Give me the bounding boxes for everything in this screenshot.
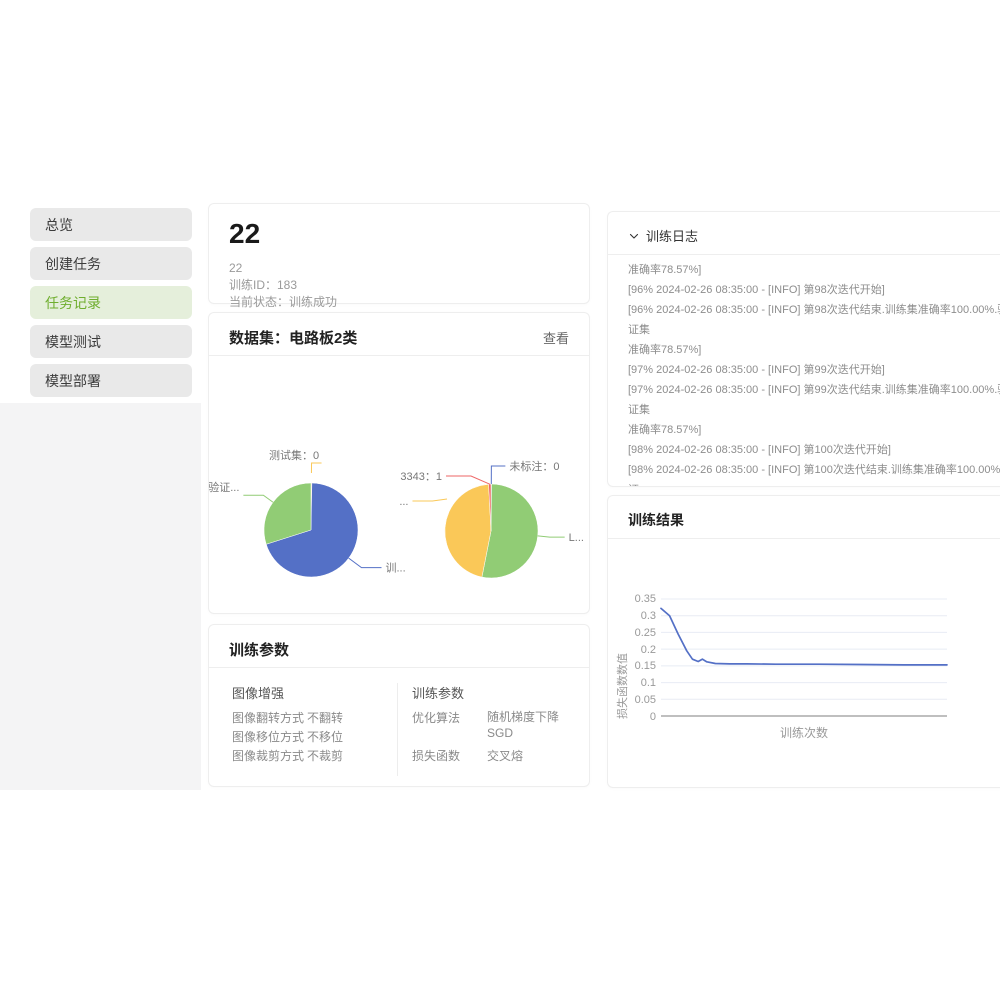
svg-text:0.25: 0.25 xyxy=(635,627,656,639)
svg-text:未标注：0: 未标注：0 xyxy=(509,459,559,473)
svg-text:...: ... xyxy=(399,496,408,508)
svg-text:L...: L... xyxy=(569,532,584,544)
svg-text:0: 0 xyxy=(650,711,656,723)
svg-text:0.3: 0.3 xyxy=(641,610,656,622)
svg-text:0.35: 0.35 xyxy=(635,593,656,605)
svg-text:0.05: 0.05 xyxy=(635,694,656,706)
svg-text:验证...: 验证... xyxy=(209,480,239,494)
svg-text:训...: 训... xyxy=(386,562,406,575)
svg-text:0.2: 0.2 xyxy=(641,644,656,656)
svg-text:0.1: 0.1 xyxy=(641,677,656,689)
svg-text:损失函数数值: 损失函数数值 xyxy=(615,653,629,719)
svg-text:训练次数: 训练次数 xyxy=(780,725,828,740)
svg-text:测试集：0: 测试集：0 xyxy=(269,448,319,462)
svg-text:0.15: 0.15 xyxy=(635,660,656,672)
svg-text:3343：1: 3343：1 xyxy=(400,471,442,483)
